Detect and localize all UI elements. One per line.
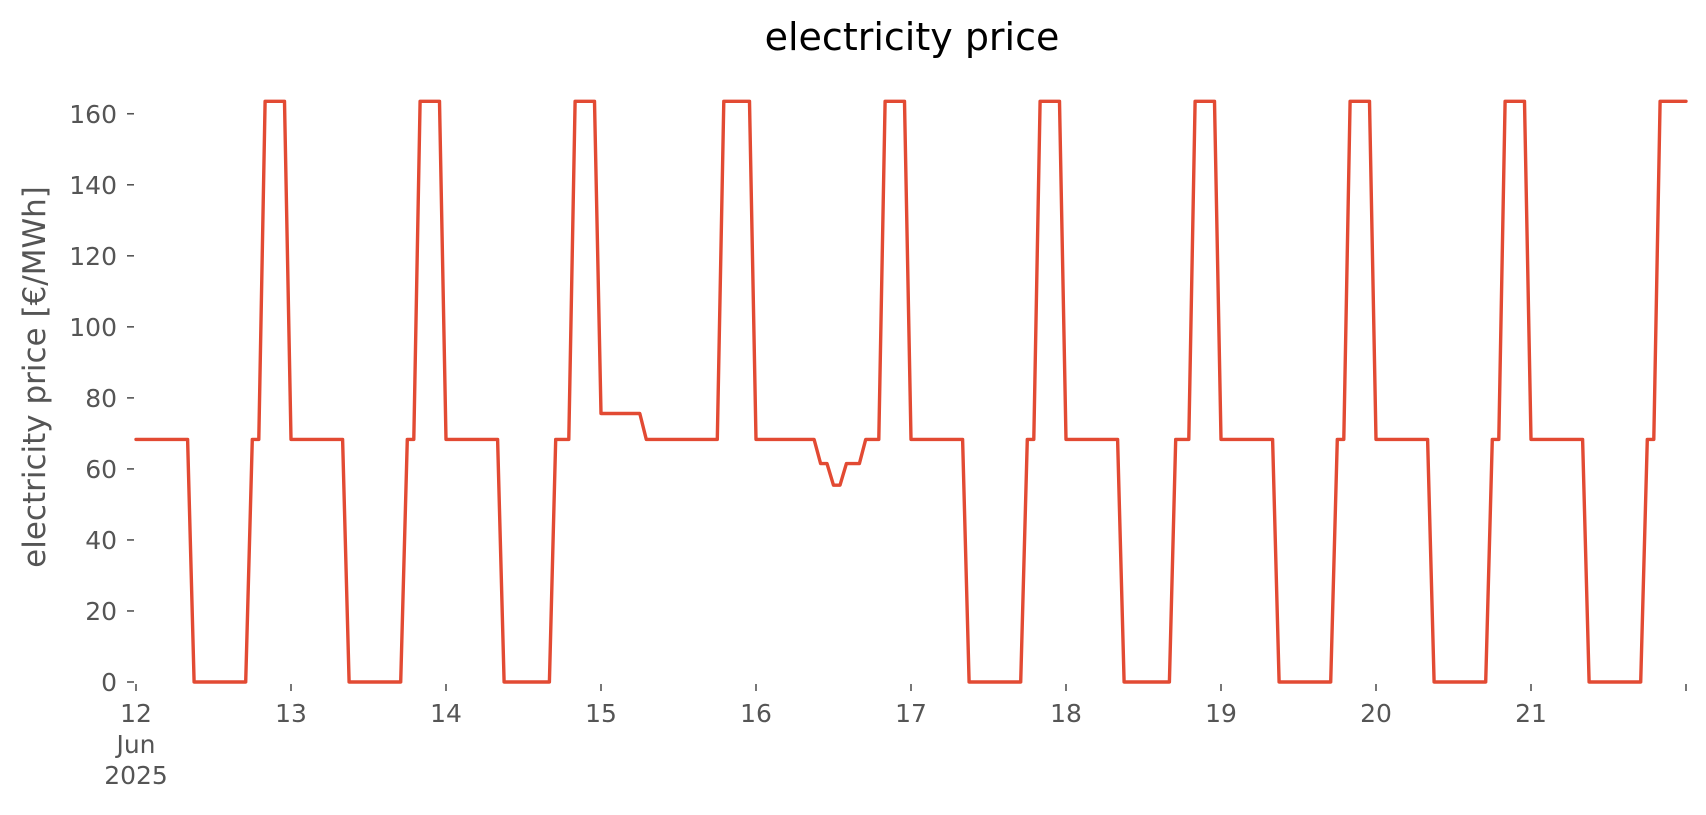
y-tick-label: 60 bbox=[85, 455, 117, 484]
y-axis: 0 20 40 60 80 100 120 140 160 bbox=[69, 100, 134, 697]
y-axis-label: electricity price [€/MWh] bbox=[17, 186, 53, 568]
y-tick-label: 20 bbox=[85, 597, 117, 626]
x-tick-label: 14 bbox=[430, 699, 462, 728]
x-tick-label: 20 bbox=[1360, 699, 1392, 728]
x-tick-label: 18 bbox=[1050, 699, 1082, 728]
x-tick-label: 19 bbox=[1205, 699, 1237, 728]
plot-area bbox=[134, 99, 1688, 684]
y-tick-label: 100 bbox=[69, 313, 117, 342]
y-tick-label: 40 bbox=[85, 526, 117, 555]
x-tick-label: Jun bbox=[114, 730, 155, 759]
chart-title: electricity price bbox=[765, 15, 1060, 59]
y-tick-label: 80 bbox=[85, 384, 117, 413]
y-tick-label: 120 bbox=[69, 242, 117, 271]
x-tick-label: 2025 bbox=[104, 761, 168, 790]
y-tick-label: 140 bbox=[69, 171, 117, 200]
y-tick-label: 160 bbox=[69, 100, 117, 129]
x-tick-label: 16 bbox=[740, 699, 772, 728]
x-tick-label: 21 bbox=[1515, 699, 1547, 728]
x-tick-label: 17 bbox=[895, 699, 927, 728]
price-series-line bbox=[134, 99, 1688, 684]
x-tick-label: 12 bbox=[120, 699, 152, 728]
x-tick-label: 15 bbox=[585, 699, 617, 728]
y-tick-label: 0 bbox=[101, 668, 117, 697]
x-tick-label: 13 bbox=[275, 699, 307, 728]
